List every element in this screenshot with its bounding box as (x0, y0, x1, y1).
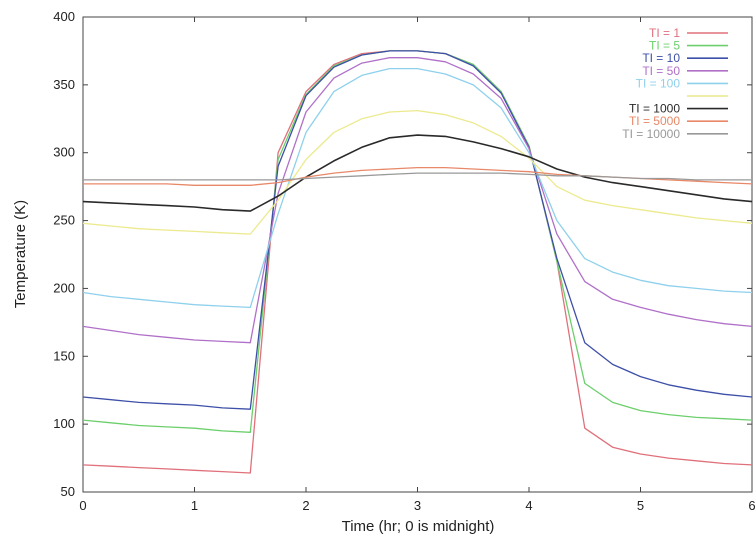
series-line-5 (82, 109, 753, 235)
legend-label: TI = 50 (642, 64, 680, 78)
series-line-3 (82, 57, 753, 344)
x-tick-label: 0 (79, 498, 86, 513)
y-tick-label: 400 (53, 9, 75, 24)
legend-label: TI = 5000 (629, 114, 680, 128)
y-tick-label: 200 (53, 280, 75, 295)
y-tick-label: 50 (61, 484, 75, 499)
y-tick-label: 250 (53, 213, 75, 228)
y-tick-label: 300 (53, 145, 75, 160)
x-tick-label: 1 (191, 498, 198, 513)
series-line-6 (82, 134, 753, 212)
series-line-2 (82, 50, 753, 410)
x-axis-ticks: 0 1 2 3 4 5 6 (79, 17, 755, 513)
y-axis-ticks: 50 100 150 200 250 300 350 400 (53, 9, 752, 499)
y-tick-label: 150 (53, 348, 75, 363)
legend-label: TI = 5 (649, 39, 680, 53)
x-tick-label: 4 (525, 498, 532, 513)
y-axis-label: Temperature (K) (12, 200, 29, 308)
legend-label: TI = 100 (636, 76, 681, 90)
series-line-7 (83, 166, 753, 186)
x-tick-label: 3 (414, 498, 421, 513)
y-tick-label: 100 (53, 416, 75, 431)
x-axis-label: Time (hr; 0 is midnight) (342, 518, 495, 535)
legend-label: TI = 10000 (622, 127, 680, 141)
x-tick-label: 2 (302, 498, 309, 513)
x-tick-label: 5 (637, 498, 644, 513)
series-line-8 (83, 172, 752, 181)
legend-label: TI = 1000 (629, 102, 680, 116)
x-tick-label: 6 (748, 498, 755, 513)
legend-label: TI = 10 (642, 51, 680, 65)
series-line-4 (82, 67, 753, 309)
series-lines (82, 50, 753, 474)
legend-label: TI = 1 (649, 26, 680, 40)
y-tick-label: 350 (53, 77, 75, 92)
